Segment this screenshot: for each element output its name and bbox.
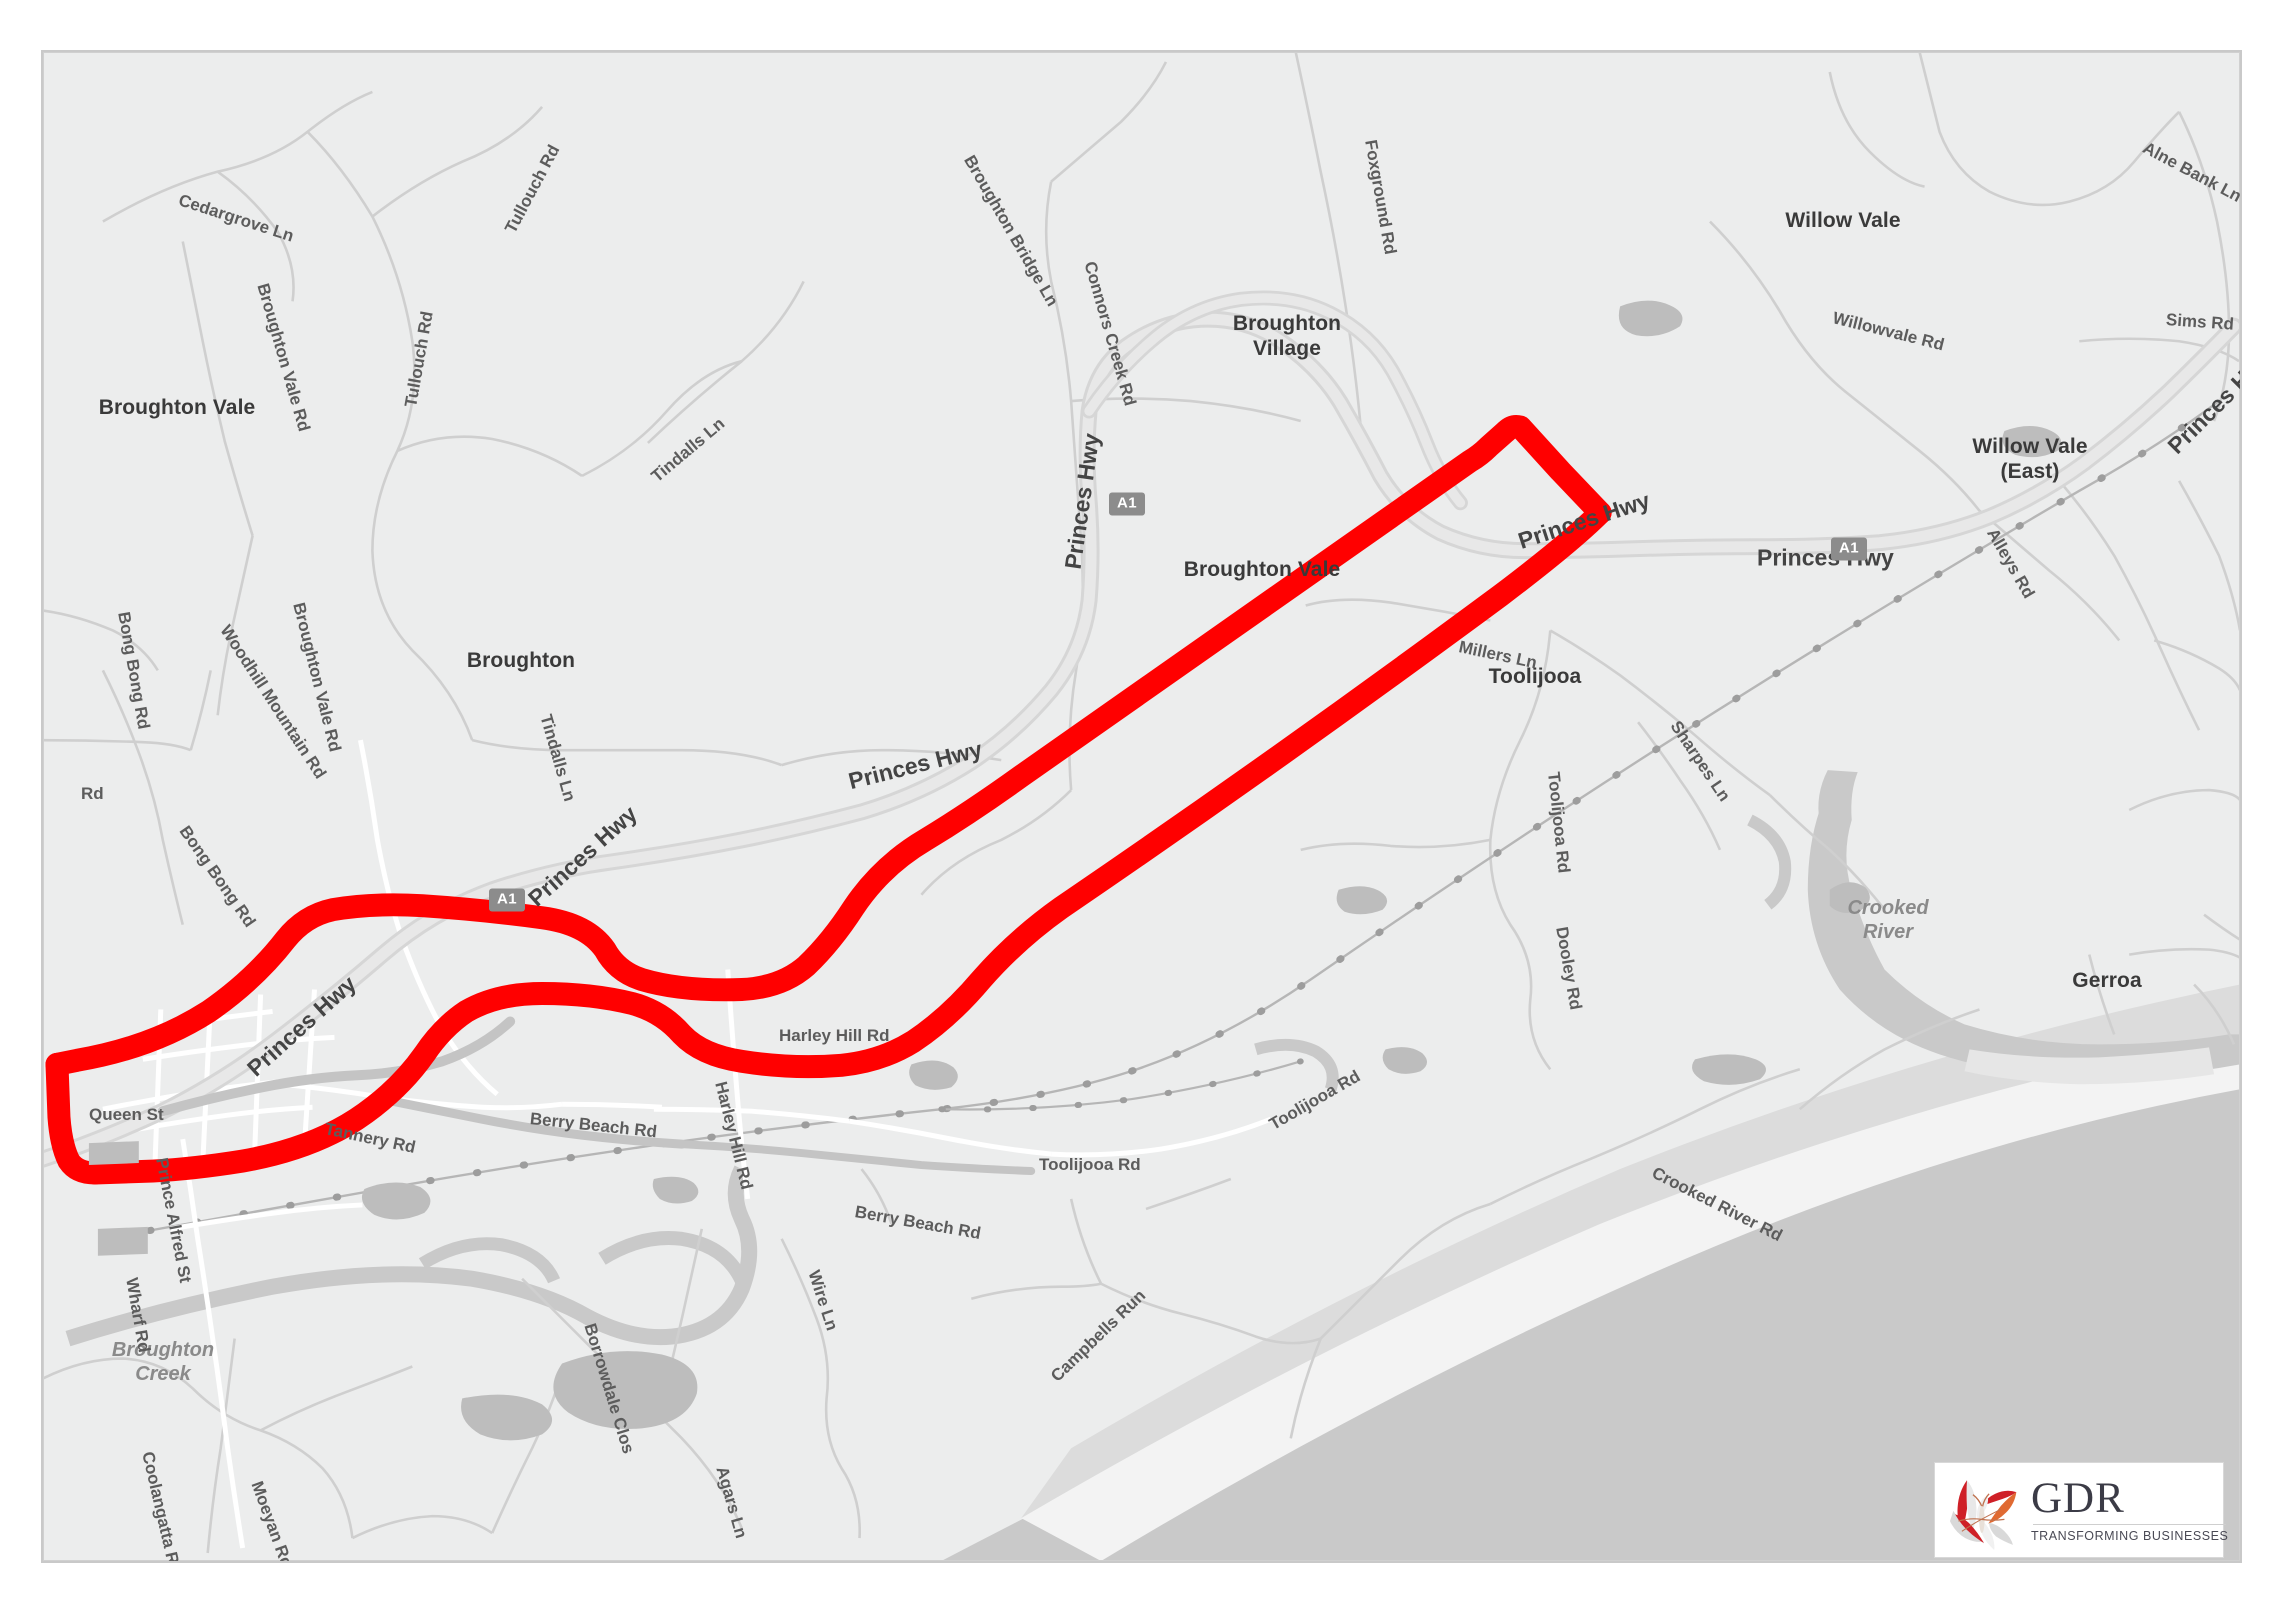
road-label-harley-hill-rd-38: Harley Hill Rd xyxy=(779,1026,890,1045)
place-label-broughton-village: Broughton Village xyxy=(1232,312,1342,360)
creek-small-east xyxy=(1254,1038,1339,1092)
logo-tagline: TRANSFORMING BUSINESSES xyxy=(2031,1529,2229,1543)
place-label-broughton: Broughton xyxy=(466,649,576,672)
butterfly-logo-icon xyxy=(1949,1480,2017,1550)
map-inner-border xyxy=(43,52,2240,1561)
place-label-broughton-vale: Broughton Vale xyxy=(1183,558,1341,581)
water-label-crooked-river: Crooked River xyxy=(1847,897,1929,943)
route-shield-a1-2: A1 xyxy=(489,888,525,912)
route-shield-a1-1: A1 xyxy=(1831,537,1867,561)
gdr-logo: GDR TRANSFORMING BUSINESSES xyxy=(1934,1462,2228,1558)
road-label-rd-23: Rd xyxy=(81,784,104,803)
broughton-creek-line xyxy=(65,1165,758,1347)
map-vector-layer xyxy=(43,52,2240,1561)
river-sandbar xyxy=(1964,1047,2215,1085)
landmark-shapes xyxy=(88,300,2062,1441)
corridor-outline xyxy=(45,415,1612,1185)
broughton-creek-branch-2 xyxy=(418,1237,561,1284)
place-label-broughton-vale: Broughton Vale xyxy=(98,396,256,419)
place-label-willow-vale-east-: Willow Vale (East) xyxy=(1972,435,2088,483)
crooked-river-upper xyxy=(1818,770,1858,822)
place-label-gerroa: Gerroa xyxy=(2072,969,2142,992)
railway-branch xyxy=(938,1058,1304,1113)
road-label-princes-hwy-27: Princes Hwy xyxy=(1757,544,1894,571)
logo-wordmark: GDR xyxy=(2031,1475,2125,1522)
road-label-toolijooa-rd-20: Toolijooa Rd xyxy=(1039,1155,1141,1174)
broughton-creek-branch xyxy=(598,1231,749,1284)
map-canvas[interactable]: Willow Vale Broughton Vale Broughton Villag… xyxy=(41,50,2242,1563)
crooked-river-water xyxy=(1807,809,2240,1078)
place-label-toolijooa: Toolijooa xyxy=(1488,665,1582,688)
logo-divider xyxy=(2033,1524,2227,1525)
foreshore-band xyxy=(1021,984,2240,1519)
beach-strip xyxy=(1021,1034,2240,1561)
creek-toolijooa xyxy=(1747,814,1792,910)
water-label-broughton-creek: Broughton Creek xyxy=(111,1339,215,1385)
railway-line xyxy=(99,397,2223,1243)
route-shield-a1-0: A1 xyxy=(1109,492,1145,516)
place-label-willow-vale: Willow Vale xyxy=(1785,209,1901,232)
road-label-queen-st-32: Queen St xyxy=(89,1105,164,1124)
